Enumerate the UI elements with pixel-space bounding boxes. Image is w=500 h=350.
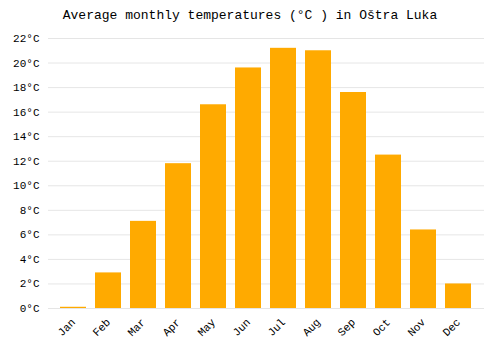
svg-text:Mar: Mar [126,316,148,338]
svg-text:May: May [196,316,219,339]
svg-text:2°C: 2°C [20,278,40,290]
svg-text:18°C: 18°C [13,82,40,94]
svg-text:22°C: 22°C [13,33,40,45]
svg-text:10°C: 10°C [13,180,40,192]
svg-text:Sep: Sep [336,316,358,338]
svg-text:0°C: 0°C [20,303,40,315]
svg-text:12°C: 12°C [13,156,40,168]
svg-text:20°C: 20°C [13,58,40,70]
svg-text:Nov: Nov [406,316,429,339]
svg-text:Dec: Dec [441,316,463,338]
svg-text:8°C: 8°C [20,205,40,217]
svg-text:Oct: Oct [371,316,393,338]
svg-text:4°C: 4°C [20,254,40,266]
svg-text:Aug: Aug [301,316,323,338]
svg-text:Jul: Jul [266,316,288,338]
html-text:Average monthly temperatures (: Average monthly temperatures (°C ) in Oš… [62,8,438,23]
svg-text:14°C: 14°C [13,131,40,143]
svg-text:Jan: Jan [56,316,78,338]
svg-text:16°C: 16°C [13,107,40,119]
svg-text:Apr: Apr [161,316,183,338]
svg-text:6°C: 6°C [20,229,40,241]
svg-text:Jun: Jun [231,316,253,338]
svg-text:Feb: Feb [91,316,113,338]
